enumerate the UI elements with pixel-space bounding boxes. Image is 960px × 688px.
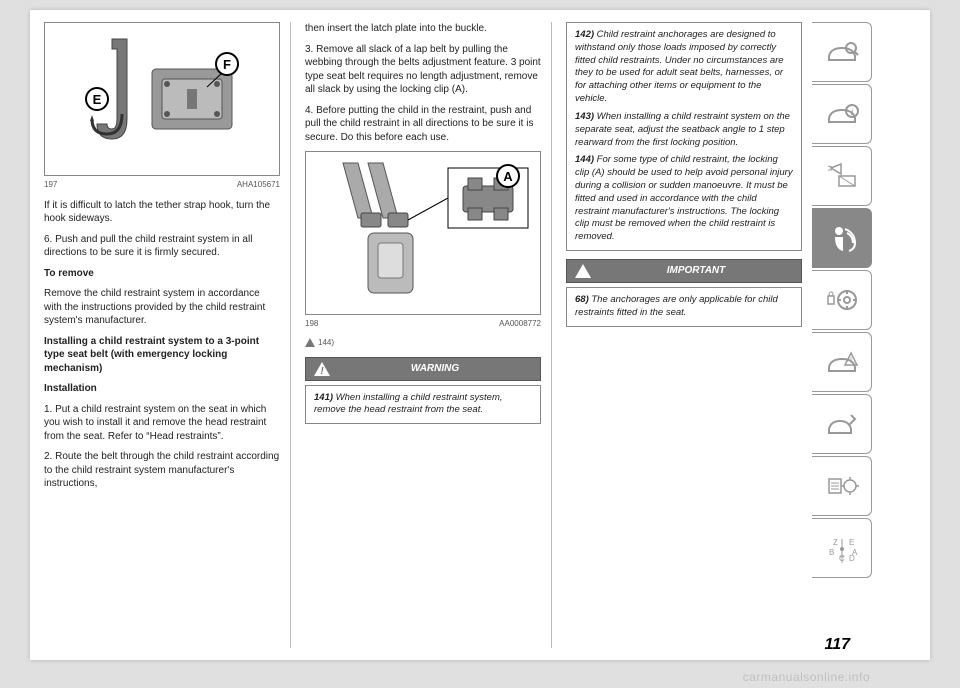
page-number: 117 [824,636,850,654]
svg-text:E: E [849,538,854,547]
tab-info-icon[interactable]: i [812,84,872,144]
warning-text: When installing a child restraint system… [314,392,503,416]
fig-code: AA0008772 [499,319,541,330]
fig-num: 197 [44,180,57,191]
text-p: then insert the latch plate into the buc… [305,22,541,36]
warning-triangle-icon [305,338,315,347]
tab-service-icon[interactable] [812,394,872,454]
tab-starting-icon[interactable] [812,270,872,330]
figure-197: E F [44,22,280,176]
tab-lights-icon[interactable] [812,146,872,206]
figure-197-caption: 197 AHA105671 [44,180,280,191]
tab-emergency-icon[interactable]: ! [812,332,872,392]
figure-198-caption: 198 AA0008772 [305,319,541,330]
warning-banner: ! WARNING [305,357,541,381]
column-2: then insert the latch plate into the buc… [291,10,551,660]
warning-triangle-icon [575,264,591,278]
section-tabs: i ! ZEBACDT [812,10,872,660]
locking-clip-diagram: A [313,158,533,308]
important-title: IMPORTANT [599,264,793,278]
text-p: 1. Put a child restraint system on the s… [44,403,280,444]
svg-text:D: D [849,554,855,563]
label-e: E [93,92,102,107]
tab-tech-icon[interactable] [812,456,872,516]
text-p: If it is difficult to latch the tether s… [44,199,280,226]
warning-ref: 144) [305,338,541,349]
text-p: 3. Remove all slack of a lap belt by pul… [305,43,541,97]
text-p: 4. Before putting the child in the restr… [305,104,541,145]
warning-triangle-icon: ! [314,362,330,376]
heading-remove: To remove [44,267,280,281]
column-3: 142) Child restraint anchorages are desi… [552,10,812,660]
warning-141: 141) When installing a child restraint s… [305,385,541,425]
column-1: E F 197 AHA105671 If it is difficult to … [30,10,290,660]
svg-text:!: ! [849,356,851,365]
watermark: carmanualsonline.info [743,670,870,684]
fig-code: AHA105671 [237,180,280,191]
tab-safety-icon[interactable] [812,208,872,268]
tab-know-vehicle-icon[interactable] [812,22,872,82]
label-f: F [223,57,231,72]
fig-num: 198 [305,319,318,330]
tab-index-icon[interactable]: ZEBACDT [812,518,872,578]
text-p: 6. Push and pull the child restraint sys… [44,233,280,260]
svg-text:B: B [829,548,834,557]
text-p: 2. Route the belt through the child rest… [44,450,280,491]
text-p: Remove the child restraint system in acc… [44,287,280,328]
warning-ref-text: 144) [318,338,334,347]
figure-198: A [305,151,541,315]
important-banner: IMPORTANT [566,259,802,283]
warning-142-144: 142) Child restraint anchorages are desi… [566,22,802,251]
warning-title: WARNING [338,362,532,376]
important-68: 68) The anchorages are only applicable f… [566,287,802,327]
heading-install: Installing a child restraint system to a… [44,335,280,376]
heading-installation: Installation [44,382,280,396]
svg-text:Z: Z [833,538,838,547]
manual-page: E F 197 AHA105671 If it is difficult to … [30,10,930,660]
label-a: A [503,169,513,184]
tether-anchor-diagram: E F [52,29,272,169]
svg-text:T: T [839,555,845,563]
